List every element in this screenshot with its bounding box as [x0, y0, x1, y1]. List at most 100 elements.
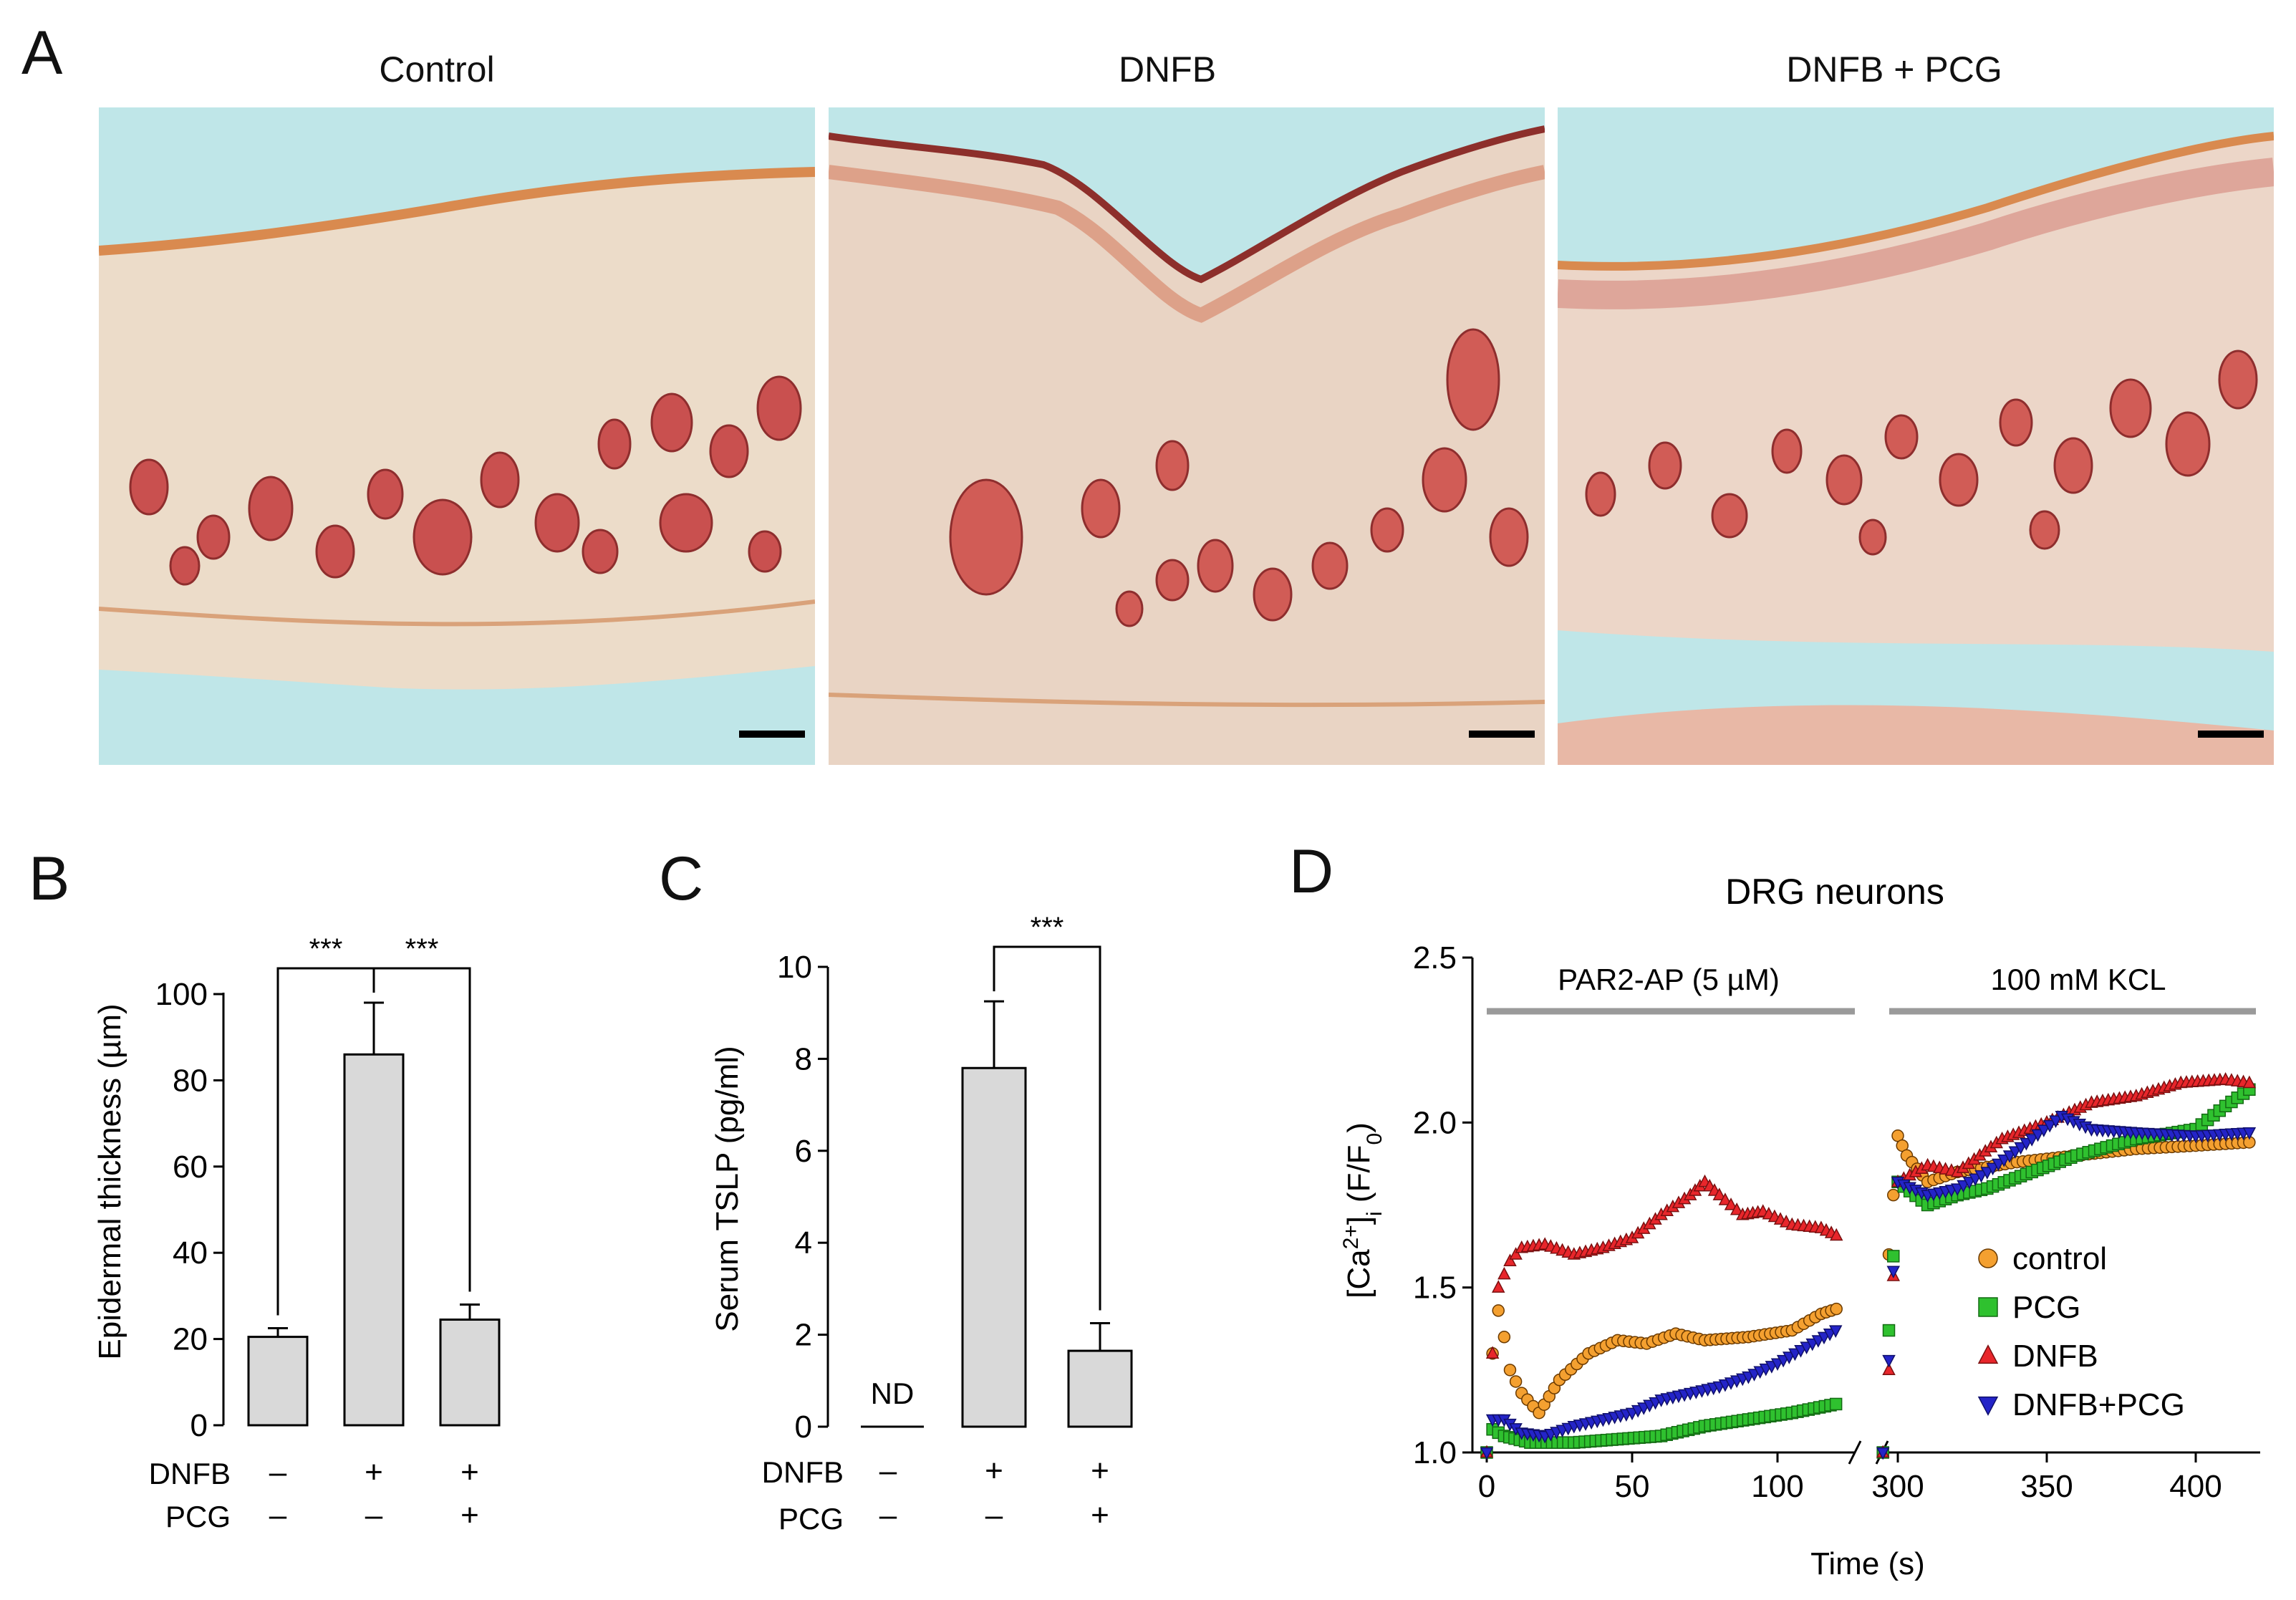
control-histology-image — [99, 107, 815, 765]
y-tick-label: 1.5 — [1413, 1271, 1457, 1306]
series-dnfb-pcg — [1480, 1110, 2257, 1460]
cond-dnfb-2: + — [985, 1453, 1003, 1488]
y-tick-label: 60 — [173, 1150, 208, 1185]
y-axis-label: Epidermal thickness (µm) — [92, 1003, 127, 1359]
bar — [247, 1336, 309, 1427]
scale-bar — [1469, 731, 1535, 738]
y-tick-label: 6 — [795, 1134, 812, 1169]
y-tick-label: 8 — [795, 1041, 812, 1076]
data-point — [1882, 1324, 1896, 1337]
y-tick-label: 0 — [795, 1409, 812, 1445]
data-point — [1882, 1354, 1896, 1368]
x-tick-label: 300 — [1871, 1469, 1924, 1504]
data-point — [1828, 1325, 1843, 1338]
data-point — [1718, 1192, 1732, 1205]
data-point — [1503, 1253, 1517, 1266]
cond-dnfb-3: + — [1091, 1453, 1109, 1488]
bar — [343, 1053, 405, 1427]
cond-pcg-2: – — [365, 1498, 383, 1533]
panel-d-chart: DRG neurons [Ca2+]i (F/F0) Time (s) PAR2… — [1339, 872, 2260, 1581]
row-label-dnfb: DNFB — [762, 1455, 844, 1489]
data-point — [1830, 1302, 1843, 1316]
nd-label: ND — [871, 1377, 915, 1410]
cond-dnfb-1: – — [879, 1453, 897, 1488]
x-tick-label: 350 — [2020, 1469, 2073, 1504]
x-tick-label: 50 — [1615, 1469, 1650, 1504]
data-point — [1503, 1364, 1517, 1377]
data-point — [1497, 1331, 1511, 1344]
data-point — [1887, 1188, 1900, 1202]
legend-marker — [1977, 1396, 1999, 1416]
data-point — [1876, 1447, 1890, 1460]
significance-label: *** — [1031, 912, 1064, 943]
data-point — [2025, 1134, 2039, 1147]
data-point — [1724, 1197, 1738, 1210]
dnfb-histology-image — [829, 107, 1545, 765]
y-axis-label: Serum TSLP (pg/ml) — [710, 1046, 745, 1331]
data-point — [1712, 1187, 1727, 1200]
dnfb-pcg-histology-image — [1558, 107, 2274, 765]
significance-bracket — [372, 967, 471, 1292]
y-tick-label: 2.5 — [1413, 940, 1457, 975]
x-tick-label: 100 — [1751, 1469, 1803, 1504]
y-tick-label: 1.0 — [1413, 1435, 1457, 1470]
data-point — [2037, 1124, 2051, 1137]
data-point — [1509, 1375, 1523, 1388]
legend-label: DNFB — [2012, 1339, 2098, 1374]
y-tick-label: 4 — [795, 1225, 812, 1261]
y-axis-label: [Ca2+]i (F/F0) — [1339, 1122, 1386, 1298]
x-tick-label: 0 — [1478, 1469, 1495, 1504]
y-tick-label: 80 — [173, 1063, 208, 1098]
cond-dnfb-1: – — [269, 1455, 287, 1490]
series-dnfb — [1480, 1072, 2257, 1458]
data-point — [1480, 1447, 1494, 1460]
row-label-dnfb: DNFB — [149, 1457, 231, 1490]
legend-marker — [1978, 1248, 1998, 1268]
bar — [439, 1319, 501, 1427]
data-point — [2031, 1129, 2045, 1142]
cond-dnfb-3: + — [460, 1455, 479, 1490]
legend-marker — [1977, 1344, 1999, 1364]
data-point — [1886, 1266, 1901, 1279]
data-point — [2042, 1119, 2057, 1133]
y-tick-label: 10 — [777, 950, 812, 985]
data-point — [1509, 1247, 1523, 1260]
legend-label: PCG — [2012, 1290, 2080, 1325]
panel-c-letter: C — [659, 844, 704, 913]
y-tick-label: 100 — [155, 977, 208, 1012]
panel-a-letter: A — [21, 19, 63, 87]
legend-marker — [1978, 1297, 1998, 1317]
chart-title: DRG neurons — [1725, 872, 1944, 912]
scale-bar — [2198, 731, 2264, 738]
bar — [961, 1066, 1027, 1428]
data-point — [2049, 1115, 2063, 1128]
data-point — [1829, 1228, 1843, 1241]
series-pcg — [1480, 1083, 2256, 1459]
cond-pcg-2: – — [985, 1498, 1003, 1533]
row-label-pcg: PCG — [165, 1500, 231, 1533]
cond-pcg-3: + — [1091, 1498, 1109, 1533]
scale-bar — [739, 731, 805, 738]
data-point — [1485, 1346, 1500, 1359]
y-tick-label: 20 — [173, 1322, 208, 1357]
cond-pcg-1: – — [879, 1498, 897, 1533]
x-axis-label: Time (s) — [1810, 1546, 1925, 1581]
panel-c-chart: Serum TSLP (pg/ml) 0 2 4 6 8 10 *** ND DNFB P… — [710, 912, 1133, 1536]
histo-title-dnfb: DNFB — [1118, 49, 1217, 90]
data-point — [2242, 1075, 2257, 1089]
y-tick-label: 40 — [173, 1235, 208, 1271]
data-point — [1882, 1362, 1896, 1375]
data-point — [1730, 1202, 1744, 1215]
panel-d-letter: D — [1289, 837, 1334, 906]
cond-pcg-3: + — [460, 1498, 479, 1533]
histo-title-dnfb-pcg: DNFB + PCG — [1786, 49, 2002, 90]
significance-bracket — [993, 945, 1101, 1311]
legend-label: DNFB+PCG — [2012, 1387, 2185, 1422]
cond-pcg-1: – — [269, 1498, 287, 1533]
significance-label: *** — [405, 933, 439, 965]
y-tick-label: 2.0 — [1413, 1105, 1457, 1140]
y-tick-label: 0 — [190, 1408, 208, 1443]
data-point — [2242, 1127, 2257, 1140]
data-point — [1492, 1304, 1505, 1317]
panel-b-chart: Epidermal thickness (µm) 0 20 40 60 80 100 **… — [92, 933, 501, 1533]
